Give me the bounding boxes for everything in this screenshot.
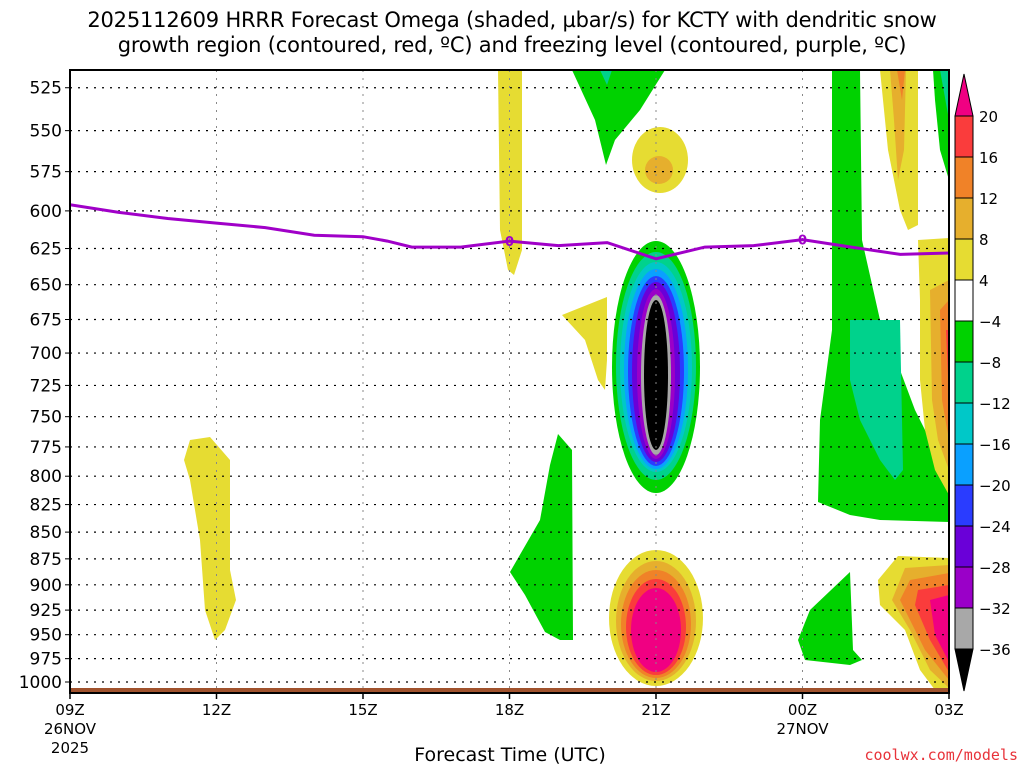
colorbar-label: 8 <box>979 231 989 249</box>
colorbar-swatch--20_-16 <box>954 443 974 486</box>
ascent-triangle-lower-right <box>798 572 862 665</box>
x-tick-label: 12Z <box>202 701 231 719</box>
colorbar-label: −4 <box>979 313 1001 331</box>
colorbar-swatch--12_-8 <box>954 361 974 404</box>
colorbar-label: −8 <box>979 354 1001 372</box>
colorbar-swatch--8_-4 <box>954 320 974 363</box>
y-tick-label: 850 <box>30 523 62 543</box>
y-tick-label: 975 <box>30 650 62 670</box>
y-tick-label: 550 <box>30 122 62 142</box>
colorbar-swatch--16_-12 <box>954 402 974 445</box>
chart-title-line2: growth region (contoured, red, ºC) and f… <box>117 33 907 57</box>
ascent-strip-top-right-core <box>940 70 949 120</box>
y-tick-label: 750 <box>30 408 62 428</box>
colorbar-legend: 20 16 12 8 4 −4 −8 −12 −16 −20 −24 −28 −32 −36 <box>954 73 1011 692</box>
colorbar-swatch--4_4 <box>954 279 974 322</box>
colorbar-label: −24 <box>979 518 1011 536</box>
y-tick-label: 700 <box>30 344 62 364</box>
y-tick-label: 575 <box>30 163 62 183</box>
colorbar-swatch--36_-32 <box>954 607 974 650</box>
x-tick-label: 18Z <box>495 701 524 719</box>
colorbar-swatch--24_-20 <box>954 484 974 527</box>
subsidence-streak-18z <box>498 70 522 275</box>
colorbar-label: −12 <box>979 395 1011 413</box>
colorbar-label: 4 <box>979 272 989 290</box>
y-tick-label: 600 <box>30 202 62 222</box>
y-tick-label: 625 <box>30 240 62 260</box>
x-tick-label: 27NOV <box>776 720 829 738</box>
y-tick-label: 650 <box>30 276 62 296</box>
x-tick-label: 03Z <box>934 701 963 719</box>
colorbar-arrow-bottom <box>954 648 974 692</box>
y-tick-label: 950 <box>30 626 62 646</box>
y-tick-label: 900 <box>30 576 62 596</box>
x-axis-title: Forecast Time (UTC) <box>414 744 606 766</box>
y-tick-label: 925 <box>30 601 62 621</box>
subsidence-streak-12z <box>184 437 236 640</box>
x-tick-label: 15Z <box>348 701 377 719</box>
omega-shaded-field <box>184 70 949 693</box>
colorbar-label: −28 <box>979 559 1011 577</box>
ascent-band-right <box>818 70 949 522</box>
ascent-wedge-upper <box>572 70 665 165</box>
chart-title: 2025112609 HRRR Forecast Omega (shaded, … <box>0 8 1024 58</box>
subsidence-band-right-upper-max <box>897 70 905 100</box>
freezing-level-line <box>70 203 949 261</box>
y-tick-label: 1000 <box>19 673 62 693</box>
ascent-band-right-core <box>850 320 903 480</box>
subsidence-wedge-700 <box>562 297 607 390</box>
colorbar-swatch-4_8 <box>954 238 974 281</box>
y-tick-label: 825 <box>30 496 62 516</box>
x-tick-label: 2025 <box>51 739 89 757</box>
y-tick-label: 525 <box>30 79 62 99</box>
colorbar-label: 16 <box>979 149 998 167</box>
colorbar-label: −16 <box>979 436 1011 454</box>
x-tick-label: 26NOV <box>44 720 97 738</box>
x-tick-label: 00Z <box>788 701 817 719</box>
colorbar-swatch--32_-28 <box>954 566 974 609</box>
colorbar-arrow-top <box>954 73 974 117</box>
colorbar-swatch-8_12 <box>954 197 974 240</box>
y-axis: 525 550 575 600 625 650 675 700 725 750 775 800 825 8… <box>19 79 70 693</box>
ascent-wedge-core <box>600 70 612 85</box>
y-tick-label: 800 <box>30 467 62 487</box>
ascent-region-19z <box>510 434 573 640</box>
y-tick-label: 725 <box>30 376 62 396</box>
freezing-level-label: 0 <box>798 234 807 249</box>
y-tick-label: 775 <box>30 438 62 458</box>
colorbar-swatch--28_-24 <box>954 525 974 568</box>
chart-title-line1: 2025112609 HRRR Forecast Omega (shaded, … <box>87 8 937 32</box>
colorbar-swatch-16_20 <box>954 115 974 158</box>
y-tick-label: 875 <box>30 550 62 570</box>
subsidence-lower-right-5 <box>930 595 949 662</box>
terrain-surface <box>70 688 949 694</box>
y-tick-label: 675 <box>30 311 62 331</box>
colorbar-label: 20 <box>979 108 998 126</box>
colorbar-label: −36 <box>979 641 1011 659</box>
x-tick-label: 21Z <box>641 701 670 719</box>
colorbar-label: −20 <box>979 477 1011 495</box>
colorbar-swatch-12_16 <box>954 156 974 199</box>
subsidence-core-575 <box>645 156 673 184</box>
credit-link[interactable]: coolwx.com/models <box>864 746 1018 764</box>
freezing-level-label: 0 <box>505 235 514 250</box>
colorbar-label: −32 <box>979 600 1011 618</box>
x-tick-label: 09Z <box>55 701 84 719</box>
colorbar-label: 12 <box>979 190 998 208</box>
